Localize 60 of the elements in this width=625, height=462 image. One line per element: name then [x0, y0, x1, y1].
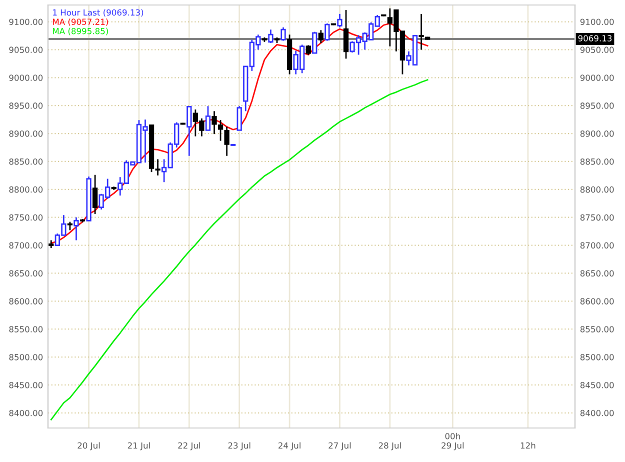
y-tick-label: 8600.00	[9, 298, 43, 304]
y-tick-label: 8900.00	[9, 130, 43, 137]
y2-tick-label: 8400.00	[580, 410, 614, 416]
candlestick	[318, 29, 324, 44]
y2-tick-label: 8900.00	[580, 130, 614, 137]
y2-tick-label: 8550.00	[580, 326, 614, 332]
x-tick-label: 12h	[520, 442, 536, 449]
candlestick	[268, 28, 274, 44]
x-tick-label: 21 Jul	[128, 442, 150, 450]
x-tick-label: 23 Jul	[228, 442, 250, 450]
y2-tick-label: 8850.00	[580, 158, 614, 165]
candlestick	[186, 105, 192, 157]
y-tick-label: 9050.00	[9, 46, 43, 53]
y-tick-label: 8700.00	[9, 242, 43, 249]
y2-tick-label: 8450.00	[580, 382, 614, 388]
candlestick	[306, 44, 311, 56]
y2-tick-label: 8500.00	[580, 354, 614, 360]
y-tick-label: 8400.00	[9, 410, 43, 416]
y-tick-label: 9000.00	[9, 74, 43, 81]
y2-tick-label: 9050.00	[580, 46, 614, 53]
y-tick-label: 8450.00	[9, 382, 43, 388]
y-tick-label: 8500.00	[9, 354, 43, 360]
candlestick	[280, 26, 286, 42]
ref-line-label: 9069.13	[578, 35, 612, 42]
candlestick	[74, 216, 79, 241]
candlestick	[212, 110, 217, 135]
candlestick	[92, 174, 98, 215]
x-tick-label: 22 Jul	[178, 442, 200, 450]
y-tick-label: 8550.00	[9, 326, 43, 332]
x-tick-label: 00h 29 Jul	[442, 432, 464, 450]
candlestick	[236, 105, 242, 131]
y-tick-label: 8750.00	[9, 214, 43, 221]
candlestick	[337, 13, 342, 28]
y-tick-label: 8800.00	[9, 186, 43, 193]
text: MA (9057.21)	[52, 18, 108, 26]
y-tick-label: 8850.00	[9, 158, 43, 165]
text: MA (8995.85)	[52, 28, 108, 36]
y2-tick-label: 9100.00	[580, 18, 614, 26]
x-tick-label: 27 Jul	[328, 442, 351, 450]
candlestick	[343, 9, 349, 60]
y2-tick-label: 8950.00	[580, 102, 614, 109]
y-tick-label: 8650.00	[9, 270, 43, 276]
candlestick	[205, 105, 211, 131]
y2-tick-label: 8800.00	[580, 186, 614, 193]
y2-tick-label: 8700.00	[580, 242, 614, 249]
line-series	[50, 79, 428, 420]
y2-tick-label: 8750.00	[580, 214, 614, 221]
y2-tick-label: 8650.00	[580, 270, 614, 276]
text: 1 Hour Last (9069.13)	[53, 9, 144, 17]
x-tick-label: 28 Jul	[378, 442, 401, 450]
y2-tick-label: 8600.00	[580, 298, 614, 304]
x-tick-label: 20 Jul	[78, 442, 100, 450]
y2-tick-label: 9000.00	[580, 74, 614, 81]
candlestick	[312, 31, 318, 54]
candlestick	[224, 126, 230, 157]
y-tick-label: 8950.00	[9, 102, 43, 109]
candlestick	[324, 22, 330, 42]
x-tick-label: 24 Jul	[278, 442, 300, 450]
y-tick-label: 9100.00	[9, 18, 43, 26]
candlestick	[218, 119, 224, 142]
